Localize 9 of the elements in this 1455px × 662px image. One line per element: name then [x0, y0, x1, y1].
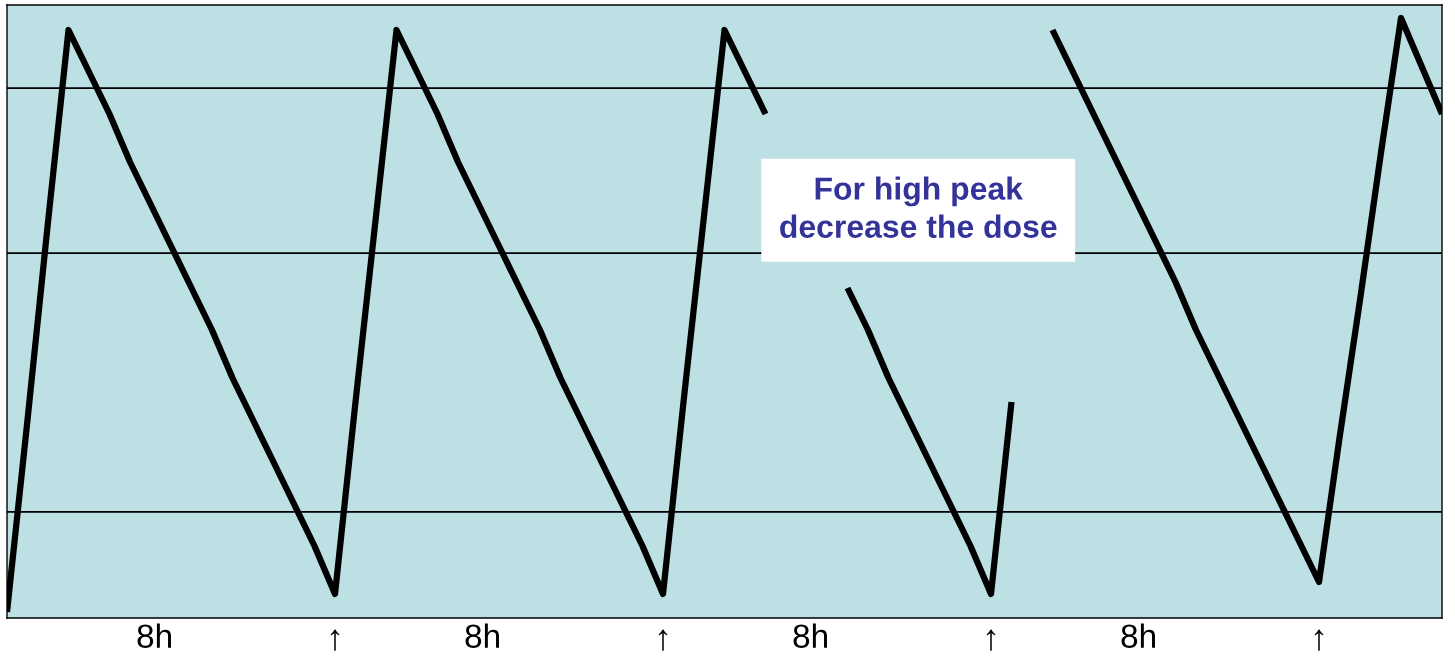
text: 8h	[465, 623, 499, 649]
text: 8h	[1121, 623, 1155, 649]
text: ↑	[658, 629, 668, 651]
text: ↑	[330, 629, 340, 651]
text: ↑	[986, 629, 996, 651]
text: 8h	[793, 623, 827, 649]
annotation: For high peak decrease the dose	[780, 176, 1057, 238]
text: ↑	[1314, 629, 1324, 651]
text: 8h	[137, 623, 171, 649]
